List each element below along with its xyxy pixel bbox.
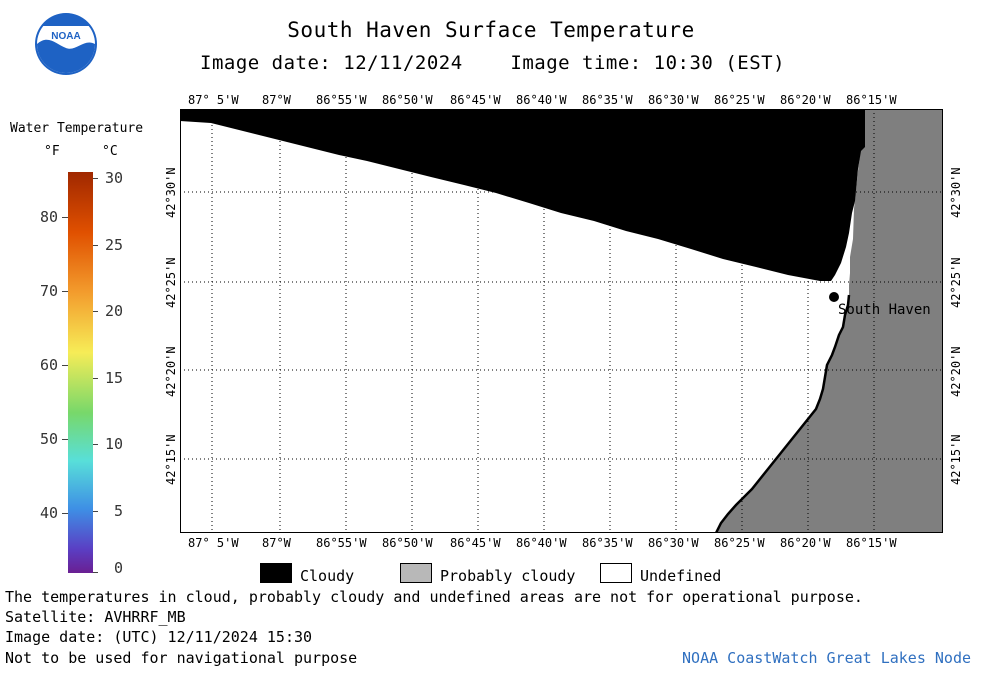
cloudy-area — [180, 109, 865, 281]
svg-text:NOAA: NOAA — [51, 31, 80, 42]
surface-temperature-map — [180, 109, 943, 533]
unit-fahrenheit: °F — [44, 144, 60, 159]
latitude-label: 42°30'N — [164, 167, 178, 218]
shoreline — [714, 294, 851, 533]
scale-tick — [62, 365, 68, 366]
scale-tick — [93, 511, 98, 512]
celsius-label: 5 — [113, 502, 123, 520]
legend-swatch-undefined — [600, 563, 632, 583]
image-date-time: Image date: 12/11/2024 Image time: 10:30… — [200, 52, 786, 74]
water-temperature-title: Water Temperature — [10, 121, 144, 136]
latitude-label: 42°20'N — [949, 346, 963, 397]
utc-date-text: Image date: (UTC) 12/11/2024 15:30 — [5, 628, 313, 646]
scale-tick — [93, 444, 98, 445]
page-title: South Haven Surface Temperature — [287, 18, 695, 42]
latitude-label: 42°15'N — [164, 434, 178, 485]
satellite-text: Satellite: AVHRRF_MB — [5, 608, 186, 626]
longitude-label: 87°W — [262, 93, 291, 107]
scale-tick — [93, 572, 98, 573]
longitude-label: 86°55'W — [316, 536, 367, 550]
credit-link[interactable]: NOAA CoastWatch Great Lakes Node — [682, 649, 971, 667]
longitude-label: 86°30'W — [648, 536, 699, 550]
noaa-logo: NOAA — [35, 13, 97, 75]
celsius-label: 15 — [104, 369, 123, 387]
fahrenheit-label: 80 — [39, 208, 58, 226]
longitude-label: 87°W — [262, 536, 291, 550]
longitude-label: 86°15'W — [846, 93, 897, 107]
graticule — [180, 109, 943, 533]
longitude-label: 86°20'W — [780, 93, 831, 107]
longitude-label: 86°15'W — [846, 536, 897, 550]
scale-tick — [93, 311, 98, 312]
fahrenheit-label: 50 — [39, 430, 58, 448]
legend-label-cloudy: Cloudy — [300, 567, 355, 585]
longitude-label: 86°40'W — [516, 536, 567, 550]
latitude-label: 42°15'N — [949, 434, 963, 485]
longitude-label: 86°25'W — [714, 93, 765, 107]
latitude-label: 42°25'N — [164, 257, 178, 308]
legend-swatch-cloudy — [260, 563, 292, 583]
longitude-label: 86°40'W — [516, 93, 567, 107]
longitude-label: 86°45'W — [450, 93, 501, 107]
longitude-label: 86°45'W — [450, 536, 501, 550]
scale-tick — [62, 513, 68, 514]
latitude-label: 42°25'N — [949, 257, 963, 308]
longitude-label: 86°30'W — [648, 93, 699, 107]
latitude-label: 42°30'N — [949, 167, 963, 218]
celsius-label: 30 — [104, 169, 123, 187]
navigation-warning: Not to be used for navigational purpose — [5, 649, 358, 667]
map-frame — [180, 109, 943, 533]
unit-celsius: °C — [102, 144, 118, 159]
fahrenheit-label: 60 — [39, 356, 58, 374]
longitude-label: 86°35'W — [582, 93, 633, 107]
scale-tick — [93, 178, 98, 179]
latitude-label: 42°20'N — [164, 346, 178, 397]
probably-cloudy-area — [716, 109, 943, 533]
celsius-label: 10 — [104, 435, 123, 453]
longitude-label: 86°20'W — [780, 536, 831, 550]
fahrenheit-label: 70 — [39, 282, 58, 300]
south-haven-marker — [829, 292, 839, 302]
shoreline-highlight — [712, 294, 847, 533]
legend-label-undefined: Undefined — [640, 567, 722, 585]
scale-tick — [62, 439, 68, 440]
celsius-label: 0 — [113, 559, 123, 577]
longitude-label: 86°50'W — [382, 536, 433, 550]
celsius-label: 25 — [104, 236, 123, 254]
scale-tick — [93, 378, 98, 379]
legend-label-probably-cloudy: Probably cloudy — [440, 567, 576, 585]
disclaimer-text: The temperatures in cloud, probably clou… — [5, 588, 863, 606]
temperature-color-bar — [68, 172, 93, 573]
longitude-label: 86°55'W — [316, 93, 367, 107]
fahrenheit-label: 40 — [39, 504, 58, 522]
longitude-label: 86°50'W — [382, 93, 433, 107]
legend-swatch-probably-cloudy — [400, 563, 432, 583]
scale-tick — [93, 245, 98, 246]
longitude-label: 87° 5'W — [188, 93, 239, 107]
celsius-label: 20 — [104, 302, 123, 320]
longitude-label: 86°35'W — [582, 536, 633, 550]
longitude-label: 87° 5'W — [188, 536, 239, 550]
longitude-label: 86°25'W — [714, 536, 765, 550]
place-label-south-haven: South Haven — [838, 302, 931, 318]
scale-tick — [62, 291, 68, 292]
scale-tick — [62, 217, 68, 218]
